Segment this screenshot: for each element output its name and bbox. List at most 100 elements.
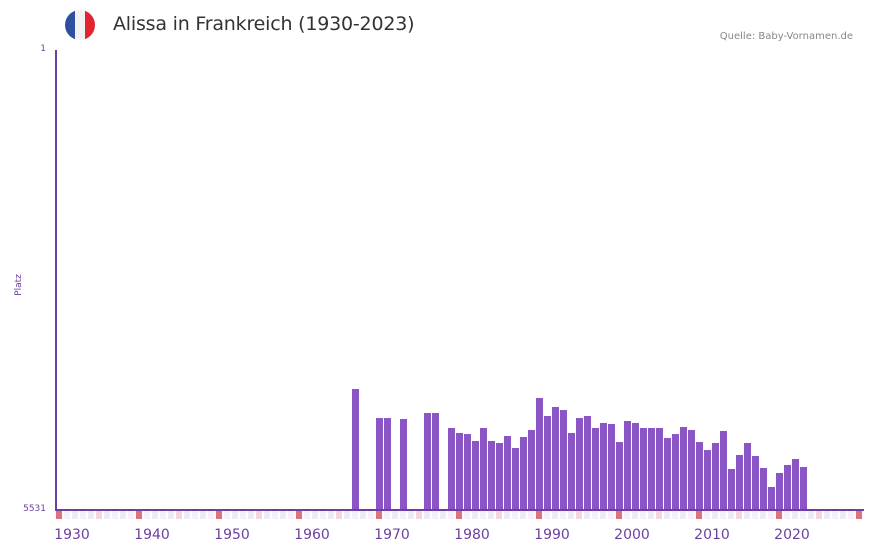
year-marker: [440, 511, 446, 519]
bar-2003[interactable]: [656, 427, 663, 510]
year-marker: [224, 511, 230, 519]
year-marker: [704, 511, 710, 519]
bar-1974[interactable]: [424, 412, 431, 510]
bar-2016[interactable]: [760, 467, 767, 510]
flag-stripe-white: [75, 10, 85, 40]
bar-1996[interactable]: [600, 423, 607, 510]
bar-2002[interactable]: [648, 428, 655, 510]
bar-1984[interactable]: [504, 435, 511, 510]
bar-1998[interactable]: [616, 441, 623, 510]
year-marker: [448, 511, 454, 519]
bar-1977[interactable]: [448, 428, 455, 510]
year-marker: [80, 511, 86, 519]
year-marker: [832, 511, 838, 519]
year-marker: [760, 511, 766, 519]
year-marker: [728, 511, 734, 519]
bar-2004[interactable]: [664, 438, 671, 510]
year-marker: [288, 511, 294, 519]
year-marker: [808, 511, 814, 519]
bar-1995[interactable]: [592, 427, 599, 510]
bar-1980[interactable]: [472, 440, 479, 510]
year-marker: [304, 511, 310, 519]
bar-1994[interactable]: [584, 415, 591, 510]
year-marker: [856, 511, 862, 519]
bar-2000[interactable]: [632, 422, 639, 510]
bar-2011[interactable]: [720, 430, 727, 510]
bar-1978[interactable]: [456, 432, 463, 510]
year-marker: [120, 511, 126, 519]
bar-2015[interactable]: [752, 455, 759, 510]
bar-2006[interactable]: [680, 426, 687, 510]
bar-2017[interactable]: [768, 487, 775, 510]
bar-1986[interactable]: [520, 436, 527, 510]
year-marker: [528, 511, 534, 519]
x-tick-1930: 1930: [54, 527, 90, 543]
flag-france-icon: [65, 10, 95, 40]
bar-1985[interactable]: [512, 448, 519, 510]
bar-2014[interactable]: [744, 442, 751, 510]
x-tick-2010: 2010: [694, 527, 730, 543]
bar-2001[interactable]: [640, 428, 647, 510]
bar-1993[interactable]: [576, 418, 583, 510]
year-marker: [248, 511, 254, 519]
x-tick-1970: 1970: [374, 527, 410, 543]
year-marker-strip: [56, 511, 864, 519]
bar-1997[interactable]: [608, 424, 615, 510]
x-tick-1940: 1940: [134, 527, 170, 543]
year-marker: [736, 511, 742, 519]
bar-1991[interactable]: [560, 410, 567, 510]
bar-1965[interactable]: [352, 389, 359, 510]
bar-2009[interactable]: [704, 450, 711, 510]
bar-1979[interactable]: [464, 434, 471, 510]
bar-2012[interactable]: [728, 469, 735, 510]
bar-1971[interactable]: [400, 419, 407, 510]
bar-2008[interactable]: [696, 441, 703, 510]
x-tick-2000: 2000: [614, 527, 650, 543]
bar-1981[interactable]: [480, 427, 487, 510]
year-marker: [536, 511, 542, 519]
bar-2005[interactable]: [672, 434, 679, 510]
bar-1982[interactable]: [488, 440, 495, 510]
bar-2019[interactable]: [784, 465, 791, 510]
bar-2021[interactable]: [800, 466, 807, 510]
x-tick-1980: 1980: [454, 527, 490, 543]
bar-1975[interactable]: [432, 413, 439, 510]
year-marker: [576, 511, 582, 519]
x-tick-1950: 1950: [214, 527, 250, 543]
bar-1987[interactable]: [528, 430, 535, 510]
source-credit: Quelle: Baby-Vornamen.de: [719, 31, 853, 42]
bar-1999[interactable]: [624, 420, 631, 510]
bar-2010[interactable]: [712, 442, 719, 510]
bar-1969[interactable]: [384, 417, 391, 510]
year-marker: [712, 511, 718, 519]
year-marker: [152, 511, 158, 519]
year-marker: [504, 511, 510, 519]
year-marker: [160, 511, 166, 519]
year-marker: [616, 511, 622, 519]
year-marker: [88, 511, 94, 519]
year-marker: [216, 511, 222, 519]
year-marker: [144, 511, 150, 519]
year-marker: [168, 511, 174, 519]
bar-2007[interactable]: [688, 430, 695, 510]
bar-1989[interactable]: [544, 415, 551, 510]
year-marker: [344, 511, 350, 519]
year-marker: [696, 511, 702, 519]
year-marker: [568, 511, 574, 519]
year-marker: [584, 511, 590, 519]
bar-1990[interactable]: [552, 406, 559, 510]
year-marker: [384, 511, 390, 519]
y-axis: [55, 50, 57, 511]
year-marker: [672, 511, 678, 519]
bar-2013[interactable]: [736, 455, 743, 510]
bar-1992[interactable]: [568, 432, 575, 510]
bar-1968[interactable]: [376, 418, 383, 510]
year-marker: [520, 511, 526, 519]
year-marker: [432, 511, 438, 519]
bar-1983[interactable]: [496, 442, 503, 510]
bar-2018[interactable]: [776, 473, 783, 510]
year-marker: [544, 511, 550, 519]
year-marker: [416, 511, 422, 519]
bar-2020[interactable]: [792, 459, 799, 510]
bar-1988[interactable]: [536, 397, 543, 510]
